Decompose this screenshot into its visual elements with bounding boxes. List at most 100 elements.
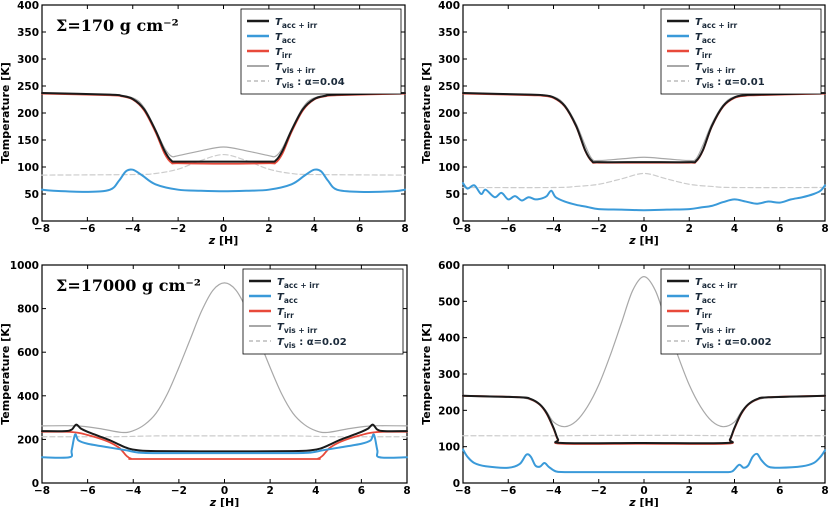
x-tick-label: −2 — [170, 223, 186, 235]
series-line-acc — [41, 168, 406, 193]
y-tick-label: 200 — [438, 405, 460, 417]
y-tick-label: 400 — [438, 333, 460, 345]
x-tick-label: 2 — [265, 223, 272, 235]
panel-bottom-right: −8 −6 −4 −2 0 2 4 6 8 0 100 200 300 400 500 600 z [H] Tem… — [420, 260, 829, 507]
y-tick-label: 100 — [438, 162, 460, 174]
series-line-irr — [41, 430, 408, 460]
series-line-vis — [462, 172, 826, 189]
panel-top-left: −8 −6 −4 −2 0 2 4 6 8 0 50 100 150 200 250 300 350 400 z [… — [0, 0, 409, 247]
x-tick-label: 8 — [821, 485, 828, 497]
x-tick-label: 0 — [640, 485, 647, 497]
legend: Tacc + irr Tacc Tirr Tvis + irr Tvis : α=0.0… — [242, 268, 404, 355]
x-tick-label: 6 — [776, 485, 783, 497]
x-axis-label: z [H] — [628, 234, 659, 247]
x-tick-label: 0 — [220, 223, 227, 235]
x-tick-label: −6 — [500, 485, 516, 497]
x-tick-label: −8 — [34, 223, 50, 235]
legend: Tacc + irr Tacc Tirr Tvis + irr Tvis : α=0.0… — [660, 8, 822, 95]
y-tick-label: 0 — [453, 478, 460, 490]
x-tick-label: −2 — [591, 485, 607, 497]
x-tick-label: −6 — [79, 223, 95, 235]
y-axis-label: Temperature [K] — [420, 62, 433, 164]
x-tick-label: −8 — [455, 223, 471, 235]
x-tick-label: −4 — [125, 485, 141, 497]
x-tick-label: 6 — [776, 223, 783, 235]
legend-label-acc: Tacc — [277, 292, 298, 305]
y-tick-label: 50 — [24, 189, 39, 201]
y-axis-label: Temperature [K] — [0, 62, 12, 164]
legend-label-acc: Tacc — [695, 32, 716, 45]
sigma-annotation: Σ=17000 g cm⁻² — [56, 276, 201, 295]
x-tick-label: 8 — [403, 485, 410, 497]
x-tick-label: −2 — [171, 485, 187, 497]
y-tick-label: 150 — [17, 135, 39, 147]
y-tick-label: 150 — [438, 135, 460, 147]
y-tick-label: 300 — [438, 369, 460, 381]
legend-label-acc: Tacc — [275, 32, 296, 45]
series-line-acc-irr — [41, 92, 406, 163]
y-tick-label: 400 — [17, 0, 39, 12]
x-tick-label: 4 — [731, 223, 738, 235]
series-line-vis-irr — [462, 92, 826, 162]
x-tick-label: 4 — [312, 485, 319, 497]
legend-label-vis: Tvis : α=0.04 — [275, 77, 345, 90]
y-axis-label: Temperature [K] — [0, 323, 12, 425]
panel-top-right: −8 −6 −4 −2 0 2 4 6 8 0 50 100 150 200 250 300 350 400 z [… — [420, 0, 829, 247]
legend-label-acc-irr: Tacc + irr — [275, 17, 318, 30]
y-tick-label: 500 — [438, 296, 460, 308]
legend-label-vis-irr: Tvis + irr — [275, 62, 316, 75]
y-tick-label: 250 — [438, 81, 460, 93]
y-tick-label: 200 — [17, 434, 39, 446]
series-line-vis — [41, 153, 406, 176]
series-line-vis-irr — [41, 92, 406, 158]
legend: Tacc + irr Tacc Tirr Tvis + irr Tvis : α=0.0… — [660, 268, 822, 355]
series-line-acc-irr — [462, 92, 826, 164]
legend-label-irr: Tirr — [695, 47, 712, 60]
y-tick-label: 100 — [17, 162, 39, 174]
x-tick-label: 2 — [686, 485, 693, 497]
x-axis-label: z [H] — [208, 234, 239, 247]
x-tick-label: −4 — [545, 223, 561, 235]
legend-label-acc-irr: Tacc + irr — [695, 277, 738, 290]
x-tick-label: 6 — [356, 223, 363, 235]
y-tick-label: 300 — [17, 54, 39, 66]
legend-label-vis-irr: Tvis + irr — [695, 62, 736, 75]
series-line-vis-irr — [41, 282, 408, 434]
y-tick-label: 400 — [17, 391, 39, 403]
y-tick-label: 200 — [17, 108, 39, 120]
y-tick-label: 350 — [438, 27, 460, 39]
series-line-acc-irr — [41, 423, 408, 453]
x-tick-label: 0 — [640, 223, 647, 235]
legend-label-vis: Tvis : α=0.01 — [695, 77, 765, 90]
x-axis-label: z [H] — [628, 496, 659, 507]
sigma-annotation: Σ=170 g cm⁻² — [56, 16, 179, 35]
y-axis-label: Temperature [K] — [420, 323, 433, 425]
y-tick-label: 400 — [438, 0, 460, 12]
y-tick-label: 0 — [453, 216, 460, 228]
y-tick-label: 300 — [438, 54, 460, 66]
series-line-vis — [41, 435, 408, 438]
x-tick-label: 6 — [358, 485, 365, 497]
y-tick-label: 800 — [17, 304, 39, 316]
y-tick-label: 600 — [438, 260, 460, 272]
series-line-acc-irr — [462, 394, 826, 445]
legend-label-irr: Tirr — [275, 47, 292, 60]
y-tick-label: 0 — [32, 216, 39, 228]
series-line-vis-irr — [462, 276, 826, 428]
x-tick-label: 2 — [686, 223, 693, 235]
legend-label-vis-irr: Tvis + irr — [277, 322, 318, 335]
legend-label-irr: Tirr — [277, 307, 294, 320]
x-tick-label: −4 — [125, 223, 141, 235]
series-line-irr — [462, 92, 826, 164]
panel-bottom-left: −8 −6 −4 −2 0 2 4 6 8 0 200 400 600 800 1000 z [H] Tempe… — [0, 260, 411, 507]
legend-label-vis-irr: Tvis + irr — [695, 322, 736, 335]
legend-label-acc-irr: Tacc + irr — [695, 17, 738, 30]
series-line-irr — [41, 92, 406, 165]
y-tick-label: 50 — [445, 189, 460, 201]
y-tick-label: 1000 — [10, 260, 39, 272]
legend-label-acc: Tacc — [695, 292, 716, 305]
series-line-irr — [462, 394, 826, 445]
y-tick-label: 250 — [17, 81, 39, 93]
x-tick-label: −8 — [34, 485, 50, 497]
